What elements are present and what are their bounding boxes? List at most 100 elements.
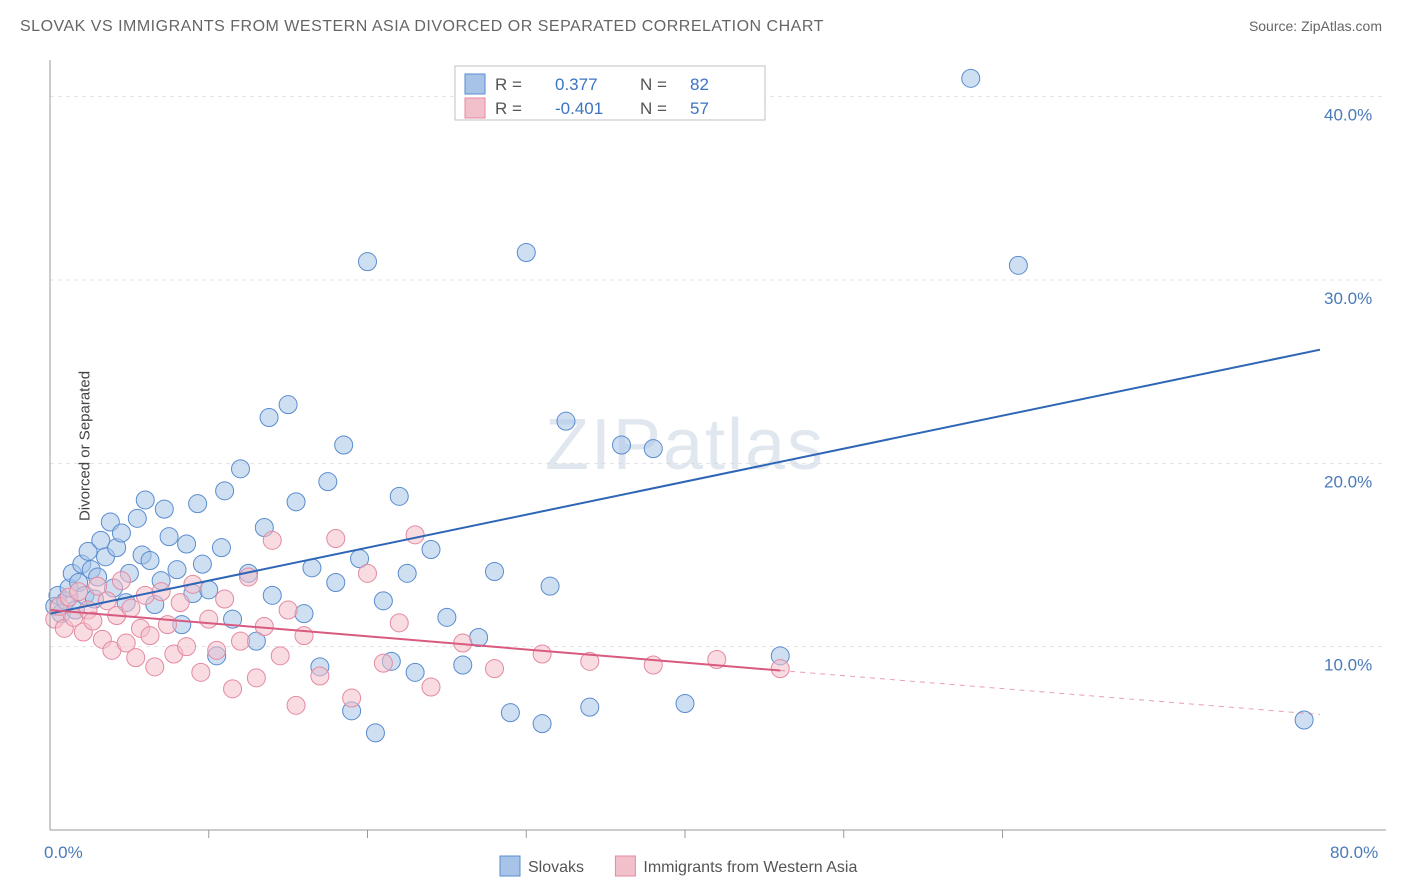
stats-r-value: -0.401 [555,99,603,118]
data-point [406,663,424,681]
chart-title: SLOVAK VS IMMIGRANTS FROM WESTERN ASIA D… [20,18,824,36]
data-point [359,253,377,271]
data-point [146,658,164,676]
data-point [189,495,207,513]
data-point [141,552,159,570]
data-point [260,409,278,427]
data-point [327,574,345,592]
y-tick-label: 20.0% [1324,472,1372,491]
data-point [216,590,234,608]
y-axis-label: Divorced or Separated [77,371,94,521]
data-point [454,656,472,674]
legend-label: Slovaks [528,859,584,876]
data-point [287,696,305,714]
data-point [171,594,189,612]
source-attribution: Source: ZipAtlas.com [1249,18,1382,34]
stats-swatch [465,74,485,94]
data-point [422,541,440,559]
data-point [216,482,234,500]
stats-n-label: N = [640,75,667,94]
data-point [557,412,575,430]
x-tick-label: 80.0% [1330,843,1378,862]
trend-line [50,350,1320,614]
data-point [398,564,416,582]
watermark: ZIPatlas [545,405,825,485]
data-point [263,531,281,549]
stats-n-label: N = [640,99,667,118]
data-point [295,627,313,645]
y-tick-label: 30.0% [1324,289,1372,308]
stats-r-label: R = [495,99,522,118]
data-point [390,487,408,505]
data-point [359,564,377,582]
data-point [247,669,265,687]
data-point [92,531,110,549]
data-point [160,528,178,546]
data-point [128,509,146,527]
data-point [122,599,140,617]
x-tick-label: 0.0% [44,843,83,862]
data-point [168,561,186,579]
legend-swatch [500,856,520,876]
data-point [112,524,130,542]
data-point [200,610,218,628]
data-point [644,440,662,458]
data-point [271,647,289,665]
data-point [486,563,504,581]
data-point [295,605,313,623]
data-point [224,680,242,698]
data-point [676,695,694,713]
data-point [366,724,384,742]
data-point [486,660,504,678]
data-point [517,244,535,262]
data-point [232,460,250,478]
y-tick-label: 40.0% [1324,106,1372,125]
data-point [533,645,551,663]
correlation-scatter-chart: 10.0% 20.0% 30.0% 40.0% ZIPatlas 0.0% 80.0% R =… [0,0,1406,892]
data-point [613,436,631,454]
data-point [155,500,173,518]
stats-r-label: R = [495,75,522,94]
data-point [263,586,281,604]
stats-swatch [465,98,485,118]
stats-n-value: 82 [690,75,709,94]
data-point [212,539,230,557]
data-point [541,577,559,595]
data-point [279,601,297,619]
data-point [1009,256,1027,274]
data-point [127,649,145,667]
data-point [771,660,789,678]
y-tick-label: 10.0% [1324,656,1372,675]
data-point [208,641,226,659]
data-point [406,526,424,544]
data-point [112,572,130,590]
trend-line-extrapolated [780,671,1320,715]
data-point [390,614,408,632]
data-point [178,535,196,553]
data-point [70,583,88,601]
data-point [327,530,345,548]
data-point [232,632,250,650]
data-point [335,436,353,454]
legend-swatch [615,856,635,876]
data-point [962,69,980,87]
data-point [192,663,210,681]
data-point [374,654,392,672]
data-point [438,608,456,626]
data-point [287,493,305,511]
data-point [279,396,297,414]
data-point [470,629,488,647]
data-point [311,667,329,685]
data-point [374,592,392,610]
data-point [581,698,599,716]
series-immigrants-from-western-asia [46,526,789,715]
data-point [319,473,337,491]
stats-r-value: 0.377 [555,75,598,94]
data-point [136,491,154,509]
data-point [501,704,519,722]
data-point [178,638,196,656]
data-point [141,627,159,645]
stats-n-value: 57 [690,99,709,118]
data-point [200,581,218,599]
data-point [343,689,361,707]
